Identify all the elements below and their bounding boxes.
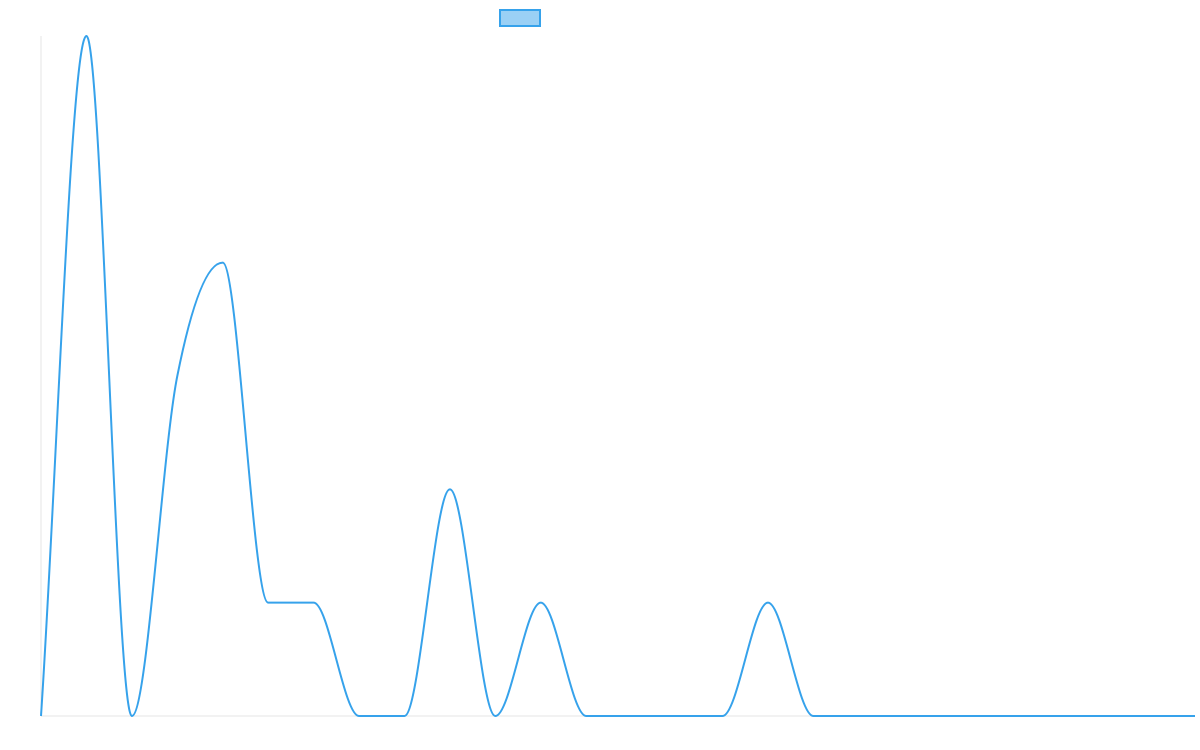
legend-swatch-0[interactable] xyxy=(499,9,541,27)
series-layer xyxy=(40,35,1195,717)
series-line-0 xyxy=(40,35,1195,717)
axes xyxy=(40,36,1195,717)
legend[interactable] xyxy=(499,9,541,27)
